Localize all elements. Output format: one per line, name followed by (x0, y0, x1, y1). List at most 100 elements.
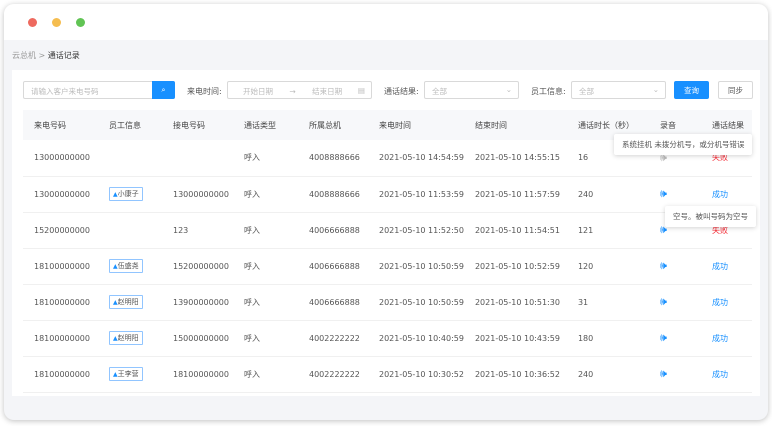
cell-start: 2021-05-10 10:50:59 (368, 248, 464, 285)
staff-tag[interactable]: ▲伍盛尧 (109, 259, 143, 273)
cell-trunk: 4006666888 (298, 248, 368, 285)
chevron-down-icon: ⌄ (652, 85, 659, 94)
table-row: 13000000000 ▲小康子 13000000000 呼入 4008888666 20… (23, 176, 752, 213)
staff-name: 王李营 (117, 370, 139, 378)
cell-start: 2021-05-10 11:53:59 (368, 176, 464, 213)
cell-type: 呼入 (233, 320, 298, 357)
staff-name: 赵明阳 (117, 298, 139, 306)
date-range-picker[interactable]: 开始日期 → 结束日期 ▤ (227, 81, 372, 99)
result-value: 全部 (432, 87, 447, 96)
staff-tag[interactable]: ▲王李营 (109, 367, 143, 381)
result-status[interactable]: 成功 (711, 189, 728, 199)
cell-caller: 18100000000 (23, 356, 98, 393)
search-button[interactable]: ⌕ (152, 81, 175, 99)
result-label: 通话结果: (384, 87, 419, 96)
cell-end: 2021-05-10 11:57:59 (463, 176, 567, 213)
cell-caller: 13000000000 (23, 176, 98, 213)
speaker-icon: 🕪 (659, 150, 667, 164)
result-status[interactable]: 成功 (711, 261, 728, 271)
breadcrumb-root[interactable]: 云总机 (12, 51, 36, 60)
query-button[interactable]: 查询 (674, 81, 709, 99)
staff-name: 伍盛尧 (117, 262, 139, 270)
cell-end: 2021-05-10 10:51:30 (463, 284, 567, 321)
result-status[interactable]: 失败 (711, 153, 728, 163)
speaker-icon[interactable]: 🕪 (659, 331, 667, 344)
cell-trunk: 4002222222 (298, 356, 368, 393)
breadcrumb: 云总机 > 通话记录 (12, 50, 80, 61)
staff-select[interactable]: 全部 ⌄ (571, 81, 666, 99)
staff-value: 全部 (579, 87, 594, 96)
user-icon: ▲ (113, 263, 118, 270)
cell-caller: 15200000000 (23, 212, 98, 249)
minimize-window-button[interactable] (52, 18, 61, 27)
cell-trunk: 4008888666 (298, 140, 368, 177)
cell-end: 2021-05-10 10:36:52 (463, 356, 567, 393)
breadcrumb-current: 通话记录 (47, 51, 80, 60)
close-window-button[interactable] (28, 18, 37, 27)
search-input[interactable]: 请输入客户来电号码 ⌕ (23, 81, 175, 99)
cell-trunk: 4008888666 (298, 176, 368, 213)
cell-type: 呼入 (233, 248, 298, 285)
cell-duration: 240 (566, 356, 649, 393)
table-row: 18100000000 ▲赵明阳 13900000000 呼入 4006666888 20… (23, 284, 752, 321)
call-records-table: 来电号码 员工信息 接电号码 通话类型 所属总机 来电时间 结束时间 通话时长（秒） 录音 通话结… (23, 110, 752, 393)
cell-duration: 31 (566, 284, 649, 321)
column-header: 接电号码 (162, 110, 233, 140)
cell-type: 呼入 (233, 140, 298, 177)
cell-result: 成功 (700, 284, 752, 321)
cell-caller: 13000000000 (23, 140, 98, 177)
cell-callee: 13000000000 (162, 176, 233, 213)
staff-name: 小康子 (117, 190, 139, 198)
sync-button[interactable]: 同步 (718, 81, 753, 99)
start-date[interactable]: 开始日期 (243, 87, 273, 96)
cell-duration: 180 (566, 320, 649, 357)
breadcrumb-separator: > (38, 51, 46, 60)
cell-duration: 120 (566, 248, 649, 285)
time-label: 来电时间: (187, 87, 222, 96)
cell-end: 2021-05-10 10:43:59 (463, 320, 567, 357)
end-date[interactable]: 结束日期 (312, 87, 343, 96)
result-status[interactable]: 成功 (711, 297, 728, 307)
speaker-icon[interactable]: 🕪 (659, 259, 667, 272)
staff-tag[interactable]: ▲赵明阳 (109, 295, 143, 309)
column-header: 结束时间 (463, 110, 567, 140)
cell-staff: ▲赵明阳 (98, 284, 162, 321)
staff-label: 员工信息: (531, 87, 566, 96)
table-row: 18100000000 ▲王李营 18100000000 呼入 4002222222 20… (23, 356, 752, 393)
cell-start: 2021-05-10 10:50:59 (368, 284, 464, 321)
cell-type: 呼入 (233, 284, 298, 321)
table-row: 18100000000 ▲伍盛尧 15200000000 呼入 4006666888 20… (23, 248, 752, 285)
staff-tag[interactable]: ▲赵明阳 (109, 331, 143, 345)
speaker-icon[interactable]: 🕪 (659, 367, 667, 380)
cell-end: 2021-05-10 11:54:51 (463, 212, 567, 249)
cell-callee: 15000000000 (162, 320, 233, 357)
result-status[interactable]: 失败 (711, 225, 728, 235)
content-card: 请输入客户来电号码 ⌕ 来电时间: 开始日期 → 结束日期 ▤ 通话结果: 全部… (12, 70, 760, 396)
cell-trunk: 4002222222 (298, 320, 368, 357)
cell-result: 成功 (700, 356, 752, 393)
result-select[interactable]: 全部 ⌄ (424, 81, 519, 99)
speaker-icon[interactable]: 🕪 (659, 187, 667, 200)
column-header: 来电号码 (23, 110, 98, 140)
column-header: 所属总机 (298, 110, 368, 140)
cell-result: 成功 (700, 248, 752, 285)
maximize-window-button[interactable] (76, 18, 85, 27)
user-icon: ▲ (113, 299, 118, 306)
search-icon: ⌕ (161, 85, 166, 94)
cell-caller: 18100000000 (23, 320, 98, 357)
speaker-icon[interactable]: 🕪 (659, 223, 667, 236)
cell-start: 2021-05-10 14:54:59 (368, 140, 464, 177)
table-header: 来电号码 员工信息 接电号码 通话类型 所属总机 来电时间 结束时间 通话时长（秒） 录音 通话结… (23, 110, 752, 140)
cell-recording: 🕪 (648, 356, 701, 393)
staff-tag[interactable]: ▲小康子 (109, 187, 143, 201)
cell-callee: 13900000000 (162, 284, 233, 321)
cell-recording: 🕪 (648, 248, 701, 285)
chevron-down-icon: ⌄ (505, 85, 512, 94)
cell-result: 成功 (700, 320, 752, 357)
speaker-icon[interactable]: 🕪 (659, 295, 667, 308)
result-status[interactable]: 成功 (711, 333, 728, 343)
cell-trunk: 4006666888 (298, 212, 368, 249)
cell-type: 呼入 (233, 176, 298, 213)
result-status[interactable]: 成功 (711, 369, 728, 379)
tooltip-fail-reason: 空号。被叫号码为空号 (665, 206, 756, 227)
